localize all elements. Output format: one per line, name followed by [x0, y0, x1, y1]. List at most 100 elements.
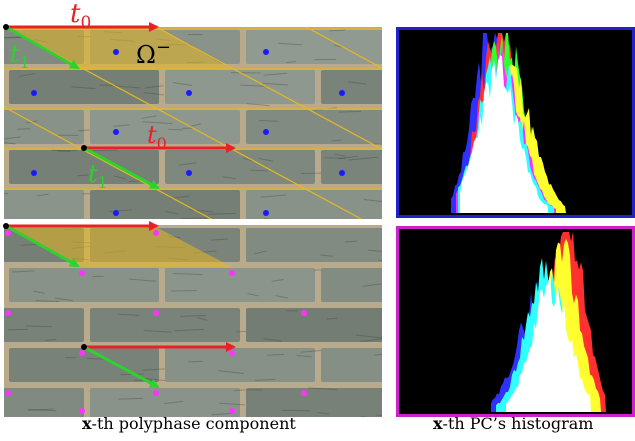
sample-dot	[113, 210, 119, 216]
brick	[9, 150, 159, 184]
sample-dot	[153, 390, 159, 396]
brick-texture	[210, 238, 228, 241]
brick	[321, 70, 382, 104]
histogram-top-plot	[396, 27, 635, 218]
brick	[4, 388, 84, 417]
brick	[165, 268, 315, 302]
brick-texture	[374, 353, 382, 356]
sample-dot	[263, 129, 269, 135]
brick-texture	[141, 115, 157, 119]
brick-texture	[180, 217, 210, 219]
polyphase-image-top	[4, 27, 382, 219]
brick-texture	[142, 121, 173, 125]
brick-texture	[317, 411, 329, 415]
brick-texture	[242, 157, 254, 162]
brick-texture	[246, 103, 270, 107]
brick-texture	[143, 330, 172, 333]
histogram-bottom	[396, 226, 635, 417]
t1-arrow-top-1	[5, 25, 80, 70]
brick-texture	[76, 174, 89, 177]
brick-texture	[44, 338, 57, 341]
brick-texture	[327, 317, 338, 320]
sample-dot	[186, 170, 192, 176]
brick-texture	[7, 328, 28, 331]
brick-texture	[4, 193, 8, 195]
brick-texture	[335, 154, 346, 157]
sample-dot	[113, 129, 119, 135]
t0-label-top-2: t0	[147, 121, 167, 153]
t1-label-top-2: t1	[88, 160, 108, 192]
sample-dot	[79, 350, 85, 356]
sample-dot	[5, 310, 11, 316]
brick-texture	[250, 169, 268, 172]
histogram-frame	[396, 27, 635, 218]
brick-texture	[378, 259, 382, 262]
brick-texture	[170, 289, 197, 292]
brick-texture	[36, 193, 49, 197]
brick	[90, 110, 240, 144]
brick	[246, 110, 382, 144]
brick	[246, 308, 382, 342]
brick-texture	[262, 82, 288, 86]
lattice-cell-region	[6, 227, 232, 267]
sample-dot	[5, 390, 11, 396]
brick	[4, 190, 84, 219]
sample-dot	[263, 210, 269, 216]
brick-texture	[296, 354, 312, 358]
brick-texture	[324, 157, 346, 159]
brick-texture	[172, 272, 203, 276]
brick	[9, 268, 159, 302]
brick	[246, 30, 382, 64]
polyphase-image-bottom	[4, 225, 382, 417]
brick-texture	[259, 119, 278, 122]
sample-dot	[31, 170, 37, 176]
brick	[9, 70, 159, 104]
brick-texture	[188, 209, 214, 213]
brick-texture	[360, 338, 382, 342]
brick-texture	[51, 149, 71, 152]
brick-texture	[196, 317, 208, 321]
brick-texture	[33, 290, 45, 294]
brick-texture	[172, 82, 193, 86]
region-boundary-diagonal	[305, 27, 382, 69]
sample-dot	[339, 90, 345, 96]
brick-texture	[222, 176, 236, 180]
brick-texture	[208, 212, 236, 215]
brick	[246, 388, 382, 417]
t1-arrow-top-2	[83, 146, 160, 190]
brick-texture	[219, 402, 246, 406]
brick	[246, 228, 382, 262]
brick-texture	[263, 338, 282, 342]
histogram-top	[396, 27, 635, 218]
brick-texture	[144, 85, 164, 89]
brick-texture	[247, 293, 259, 297]
brick-texture	[164, 400, 184, 405]
sample-dot	[229, 408, 235, 414]
origin-dot-top-2	[81, 145, 87, 151]
brick-texture	[142, 368, 165, 371]
brick-texture	[263, 72, 288, 76]
t1-arrow-bottom-2	[83, 345, 160, 389]
brick	[165, 348, 315, 382]
brick	[165, 150, 315, 184]
brick-texture	[218, 370, 244, 374]
sample-dot	[79, 408, 85, 414]
brick-texture	[211, 413, 231, 416]
sample-dot	[5, 230, 11, 236]
caption-pc-histogram: x-th PC’s histogram	[433, 414, 594, 433]
brick-texture	[372, 143, 382, 145]
brick-texture	[117, 313, 140, 316]
brick-texture	[240, 84, 269, 87]
t0-label-top-1: t0	[70, 0, 91, 33]
brick-texture	[338, 155, 359, 160]
sample-dot	[113, 49, 119, 55]
brick-texture	[331, 139, 342, 142]
brick-texture	[25, 325, 52, 328]
brick-texture	[108, 209, 132, 213]
brick-texture	[329, 29, 346, 32]
brick-texture	[363, 198, 382, 202]
sample-dot	[229, 270, 235, 276]
brick-texture	[117, 397, 143, 400]
brick-texture	[338, 110, 361, 113]
